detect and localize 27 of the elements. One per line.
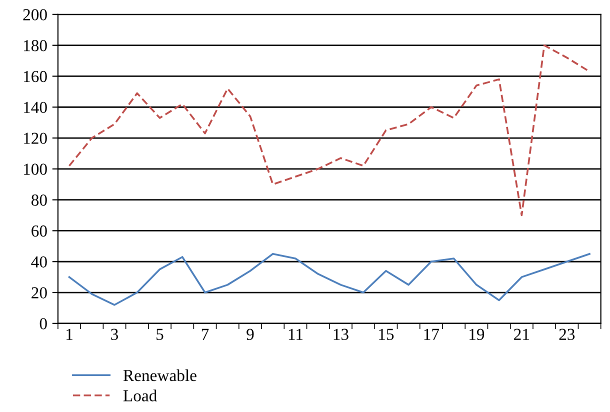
x-tick-label: 15 <box>379 328 394 340</box>
legend-label: Renewable <box>123 369 196 382</box>
y-tick-label: 20 <box>32 287 47 298</box>
y-tick-label: 0 <box>40 318 47 330</box>
y-tick-label: 80 <box>32 194 47 206</box>
x-tick-label: 21 <box>514 328 530 340</box>
x-tick-label: 11 <box>288 328 302 340</box>
y-tick-label: 180 <box>24 40 47 52</box>
y-tick-label: 160 <box>24 70 47 82</box>
y-tick-label: 60 <box>32 225 47 237</box>
x-tick-label: 3 <box>111 328 118 340</box>
y-tick-label: 120 <box>24 132 47 144</box>
y-tick-label: 200 <box>23 9 47 20</box>
y-tick-label: 140 <box>24 102 47 114</box>
x-tick-label: 19 <box>470 328 484 340</box>
x-tick-label: 5 <box>156 328 164 340</box>
x-tick-label: 13 <box>334 328 348 340</box>
line-series <box>68 252 590 306</box>
x-tick-label: 17 <box>424 328 440 340</box>
x-tick-label: 7 <box>202 328 209 340</box>
y-tick-label: 100 <box>24 164 47 175</box>
y-tick-label: 40 <box>31 256 47 268</box>
x-tick-label: 9 <box>246 328 254 340</box>
x-tick-label: 1 <box>66 328 72 340</box>
legend-label: Load <box>123 390 157 402</box>
line-series <box>68 44 590 216</box>
x-tick-label: 23 <box>559 328 575 340</box>
